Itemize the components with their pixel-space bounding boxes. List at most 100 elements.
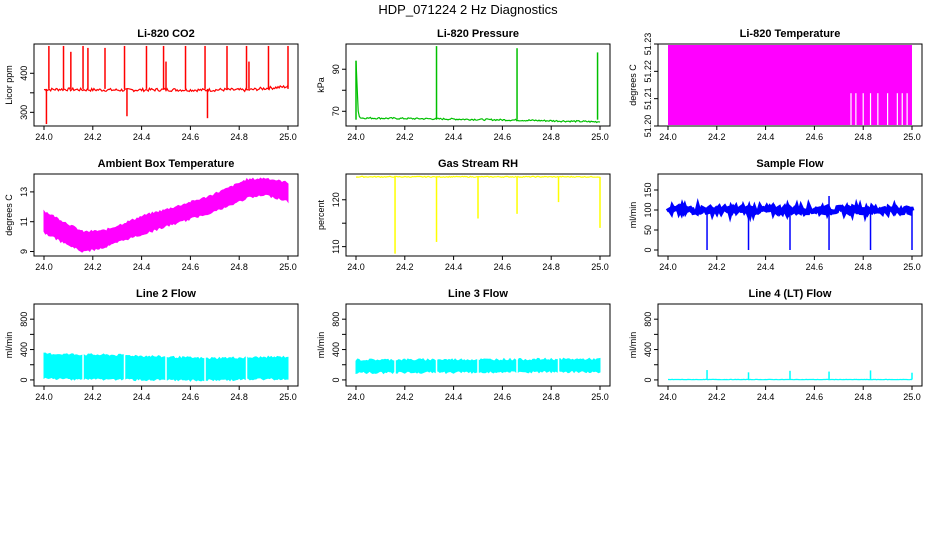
y-tick-label: 300 <box>19 105 29 120</box>
data-line <box>43 84 289 93</box>
x-tick-label: 25.0 <box>279 262 297 272</box>
y-tick-label: 9 <box>19 249 29 254</box>
plot-frame <box>345 303 611 387</box>
plot-data <box>355 175 601 254</box>
y-tick-label: 100 <box>643 202 653 217</box>
plot-panel-1: Li-820 CO2 24.0 24.2 24.4 24.6 24.8 25.0 300 400… <box>4 28 299 142</box>
y-tick-label: 70 <box>331 106 341 116</box>
x-tick-label: 24.6 <box>182 132 200 142</box>
y-tick-label: 0 <box>331 377 341 382</box>
plot-title: Line 3 Flow <box>448 288 508 300</box>
plot-panel-8: Line 3 Flow 24.0 24.2 24.4 24.6 24.8 25.0 0 400 8… <box>316 288 611 402</box>
y-axis-label: percent <box>316 199 326 230</box>
x-tick-label: 24.0 <box>35 262 53 272</box>
plot-data <box>355 305 601 385</box>
x-tick-label: 24.0 <box>35 132 53 142</box>
x-tick-label: 24.8 <box>230 132 248 142</box>
page-title: HDP_071224 2 Hz Diagnostics <box>378 2 558 17</box>
x-tick-label: 24.0 <box>659 392 677 402</box>
y-tick-label: 51.21 <box>643 87 653 110</box>
x-tick-label: 24.6 <box>494 132 512 142</box>
x-tick-label: 24.8 <box>230 262 248 272</box>
plot-frame <box>33 43 299 127</box>
x-tick-label: 25.0 <box>903 392 921 402</box>
plot-data <box>43 45 289 125</box>
x-tick-label: 25.0 <box>279 132 297 142</box>
x-tick-label: 25.0 <box>903 262 921 272</box>
data-line <box>665 198 915 223</box>
y-tick-label: 11 <box>19 217 29 226</box>
x-tick-label: 24.2 <box>708 392 726 402</box>
y-tick-label: 0 <box>643 377 653 382</box>
x-tick-label: 24.2 <box>84 132 102 142</box>
y-tick-label: 90 <box>331 64 341 74</box>
plot-frame <box>657 303 923 387</box>
x-tick-label: 24.4 <box>133 392 151 402</box>
x-tick-label: 24.0 <box>347 262 365 272</box>
data-line <box>355 60 601 124</box>
y-tick-label: 400 <box>643 342 653 357</box>
x-tick-label: 24.0 <box>35 392 53 402</box>
x-tick-label: 24.2 <box>708 262 726 272</box>
plot-title: Sample Flow <box>756 158 824 170</box>
plot-frame <box>33 173 299 257</box>
x-tick-label: 24.6 <box>494 392 512 402</box>
plot-data <box>43 305 289 385</box>
plot-data <box>668 45 912 125</box>
x-tick-label: 24.0 <box>347 392 365 402</box>
x-tick-label: 24.2 <box>84 392 102 402</box>
plot-title: Li-820 CO2 <box>137 28 194 40</box>
y-axis-label: ml/min <box>628 332 638 359</box>
x-tick-label: 24.0 <box>659 132 677 142</box>
y-tick-label: 400 <box>19 66 29 81</box>
plot-panel-9: Line 4 (LT) Flow 24.0 24.2 24.4 24.6 24.8 25.0… <box>628 288 923 402</box>
plot-title: Line 2 Flow <box>136 288 196 300</box>
y-tick-label: 110 <box>331 239 341 253</box>
x-tick-label: 25.0 <box>591 132 609 142</box>
x-tick-label: 24.2 <box>396 132 414 142</box>
x-tick-label: 24.8 <box>542 132 560 142</box>
plot-frame <box>345 43 611 127</box>
y-tick-label: 0 <box>19 377 29 382</box>
y-tick-label: 51.22 <box>643 60 653 83</box>
plot-frame <box>657 43 923 127</box>
x-tick-label: 24.4 <box>757 132 775 142</box>
y-tick-label: 0 <box>643 247 653 252</box>
x-tick-label: 24.6 <box>806 262 824 272</box>
x-tick-label: 24.4 <box>445 262 463 272</box>
y-tick-label: 800 <box>331 312 341 327</box>
data-band <box>668 45 912 125</box>
plot-title: Ambient Box Temperature <box>98 158 235 170</box>
x-tick-label: 24.2 <box>84 262 102 272</box>
x-tick-label: 24.2 <box>396 262 414 272</box>
y-tick-label: 120 <box>331 192 341 207</box>
y-axis-label: degrees C <box>4 194 14 236</box>
x-tick-label: 24.8 <box>854 262 872 272</box>
x-tick-label: 24.6 <box>806 132 824 142</box>
y-tick-label: 400 <box>331 342 341 357</box>
y-tick-label: 51.23 <box>643 33 653 56</box>
plot-panel-3: Li-820 Temperature 24.0 24.2 24.4 24.6 24.8 25… <box>628 28 923 142</box>
plot-panel-2: Li-820 Pressure 24.0 24.2 24.4 24.6 24.8 25.0 7… <box>316 28 611 142</box>
x-tick-label: 25.0 <box>279 392 297 402</box>
plot-panel-6: Sample Flow 24.0 24.2 24.4 24.6 24.8 25.0 0 50 10… <box>628 158 923 272</box>
y-tick-label: 150 <box>643 182 653 197</box>
x-tick-label: 24.4 <box>757 262 775 272</box>
x-tick-label: 24.0 <box>347 132 365 142</box>
x-tick-label: 24.4 <box>757 392 775 402</box>
x-tick-label: 24.6 <box>182 262 200 272</box>
y-axis-label: ml/min <box>4 332 14 359</box>
plot-data <box>43 177 289 253</box>
x-tick-label: 24.4 <box>133 132 151 142</box>
x-tick-label: 24.6 <box>494 262 512 272</box>
x-tick-label: 25.0 <box>591 392 609 402</box>
plot-data <box>665 196 915 250</box>
x-tick-label: 24.8 <box>230 392 248 402</box>
x-tick-label: 25.0 <box>903 132 921 142</box>
x-tick-label: 24.8 <box>542 392 560 402</box>
y-tick-label: 800 <box>643 312 653 327</box>
x-tick-label: 24.8 <box>542 262 560 272</box>
x-tick-label: 24.6 <box>182 392 200 402</box>
x-tick-label: 24.8 <box>854 392 872 402</box>
